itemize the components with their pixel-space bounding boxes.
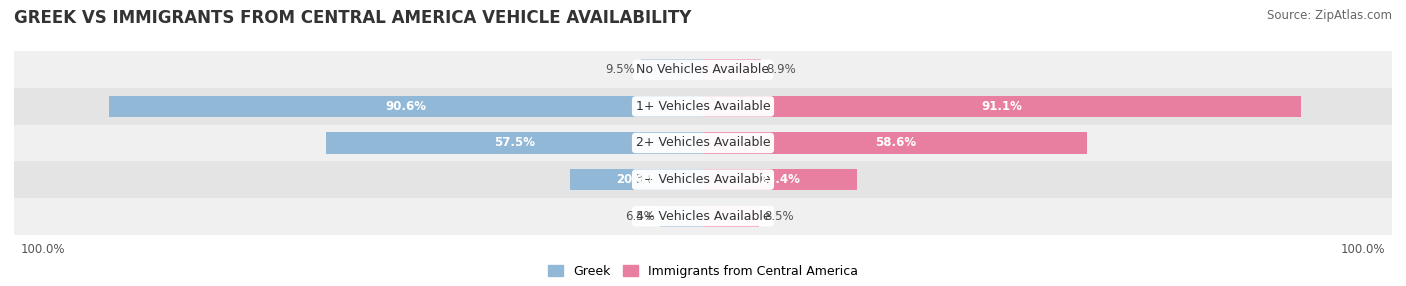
- Bar: [0, 198, 1406, 235]
- Bar: [0, 88, 1406, 125]
- Bar: [641, 59, 703, 80]
- Bar: [326, 132, 703, 154]
- Text: 100.0%: 100.0%: [21, 243, 65, 256]
- Bar: [0, 125, 1406, 161]
- Text: 8.5%: 8.5%: [763, 210, 793, 223]
- Text: 6.5%: 6.5%: [626, 210, 655, 223]
- Bar: [108, 96, 703, 117]
- Bar: [703, 206, 759, 227]
- Legend: Greek, Immigrants from Central America: Greek, Immigrants from Central America: [543, 260, 863, 283]
- Text: Source: ZipAtlas.com: Source: ZipAtlas.com: [1267, 9, 1392, 21]
- Bar: [703, 59, 762, 80]
- Text: 8.9%: 8.9%: [766, 63, 796, 76]
- Text: 57.5%: 57.5%: [494, 136, 534, 150]
- Text: 91.1%: 91.1%: [981, 100, 1022, 113]
- Bar: [569, 169, 703, 190]
- Bar: [0, 161, 1406, 198]
- Bar: [661, 206, 703, 227]
- Text: GREEK VS IMMIGRANTS FROM CENTRAL AMERICA VEHICLE AVAILABILITY: GREEK VS IMMIGRANTS FROM CENTRAL AMERICA…: [14, 9, 692, 27]
- Text: 4+ Vehicles Available: 4+ Vehicles Available: [636, 210, 770, 223]
- Text: 90.6%: 90.6%: [385, 100, 426, 113]
- Bar: [703, 169, 856, 190]
- Text: No Vehicles Available: No Vehicles Available: [637, 63, 769, 76]
- Text: 58.6%: 58.6%: [875, 136, 915, 150]
- Bar: [703, 96, 1301, 117]
- Bar: [0, 51, 1406, 88]
- Text: 1+ Vehicles Available: 1+ Vehicles Available: [636, 100, 770, 113]
- Text: 100.0%: 100.0%: [1341, 243, 1385, 256]
- Bar: [703, 132, 1087, 154]
- Text: 20.3%: 20.3%: [616, 173, 657, 186]
- Text: 23.4%: 23.4%: [759, 173, 800, 186]
- Text: 9.5%: 9.5%: [606, 63, 636, 76]
- Text: 2+ Vehicles Available: 2+ Vehicles Available: [636, 136, 770, 150]
- Text: 3+ Vehicles Available: 3+ Vehicles Available: [636, 173, 770, 186]
